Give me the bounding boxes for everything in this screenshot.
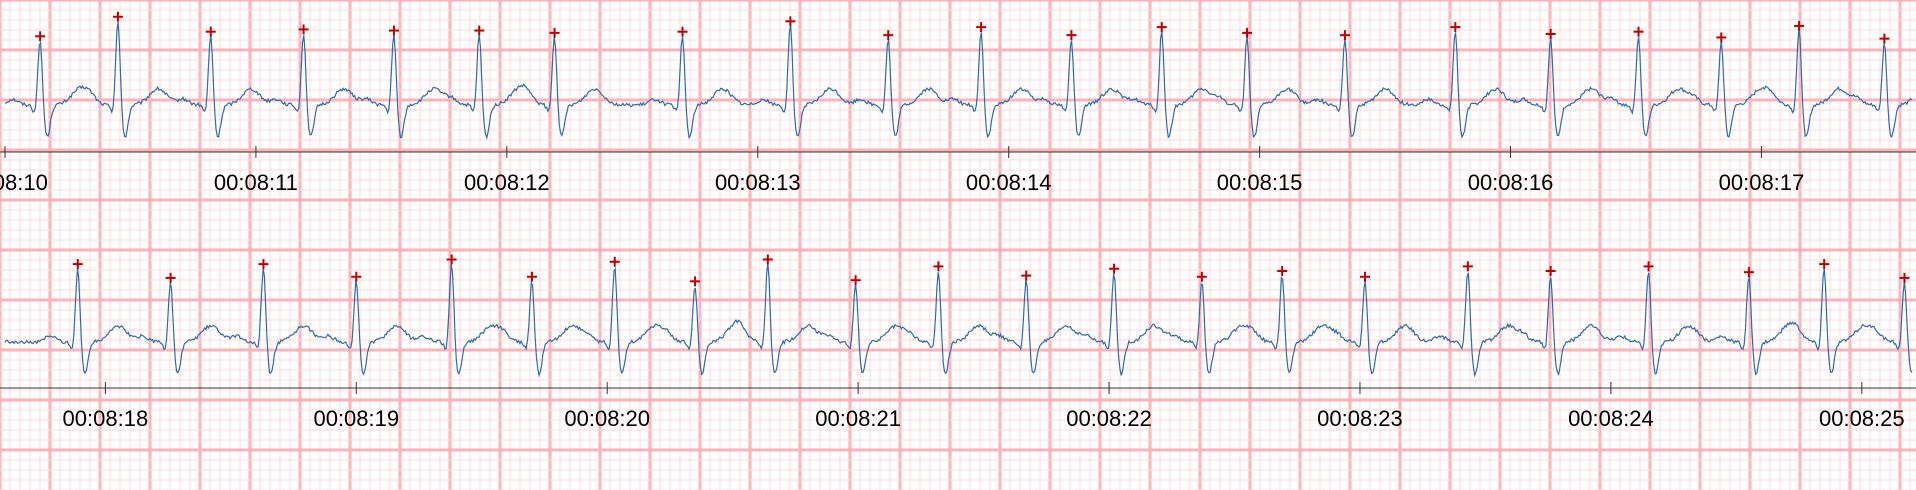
peak-marker [1643,261,1654,272]
peak-marker [1066,30,1077,41]
ecg-strip-top: 00:08:10 00:08:11 00:08:12 00:08:13 00:08:14… [0,11,1916,195]
peak-marker [165,272,176,283]
peak-marker [1879,33,1890,44]
peak-marker [1359,271,1370,282]
peak-marker [1277,266,1288,276]
peak-marker [976,22,987,33]
time-tick-label: 00:08:25 [1819,406,1905,431]
peak-marker [1545,266,1556,276]
time-tick-label: 00:08:12 [464,170,550,195]
peak-marker [1109,263,1120,274]
peak-marker [1794,20,1805,31]
peak-marker [72,259,83,270]
peak-marker [1545,29,1556,39]
ecg-strip-bottom: 00:08:18 00:08:19 00:08:20 00:08:21 00:08:22… [0,254,1916,431]
time-tick-label: 00:08:13 [715,170,801,195]
peak-marker [258,259,269,270]
peak-marker [677,26,688,37]
time-tick-label: 00:08:22 [1066,406,1152,431]
peak-marker [351,271,362,282]
peak-marker [549,27,560,38]
time-tick-label: 00:08:11 [214,170,298,195]
time-tick-label: 00:08:18 [63,406,149,431]
peak-marker [298,24,309,35]
peak-marker [526,271,537,282]
peak-marker [933,261,944,272]
ecg-trace-line [4,21,1913,140]
peak-marker [609,256,620,267]
peak-marker [388,25,399,36]
time-tick-label: 00:08:19 [313,406,399,431]
peak-marker [112,11,123,22]
peak-marker [762,254,773,265]
peak-marker [1196,271,1207,282]
time-tick-label: 00:08:15 [1217,170,1303,195]
time-tick-label: 00:08:14 [966,170,1052,195]
peak-marker [1156,22,1167,33]
peak-marker [474,25,485,36]
ecg-trace-line [4,262,1913,378]
peak-marker [1899,272,1910,283]
peak-marker [883,30,894,41]
peak-marker [205,26,216,37]
time-tick-label: 00:08:23 [1317,406,1403,431]
peak-marker [1462,261,1473,272]
peak-marker [690,276,701,287]
peak-marker [1743,267,1754,278]
peak-marker [1242,27,1253,38]
peak-marker [1450,22,1461,33]
time-tick-label: 00:08:16 [1468,170,1554,195]
peak-marker [35,31,46,42]
peak-marker [1716,32,1727,43]
peak-marker [1339,30,1350,41]
peak-marker [785,16,796,27]
time-tick-label: 00:08:17 [1719,170,1805,195]
time-tick-label: 00:08:10 [0,170,48,195]
peak-marker [1633,26,1644,37]
peak-marker [850,275,861,286]
peak-marker [1021,270,1032,281]
peak-marker [446,254,457,265]
peak-marker [1819,259,1830,270]
time-tick-label: 00:08:21 [815,406,901,431]
time-tick-label: 00:08:20 [564,406,650,431]
time-tick-label: 00:08:24 [1568,406,1654,431]
